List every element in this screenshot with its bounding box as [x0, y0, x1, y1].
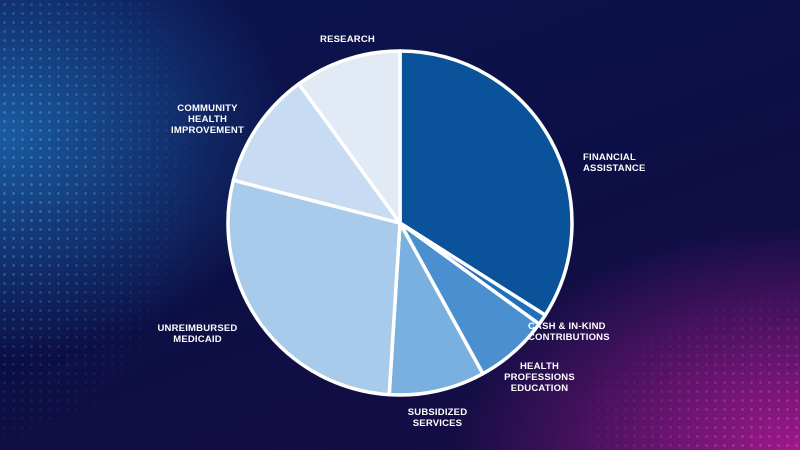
slice-label: RESEARCH — [320, 34, 375, 45]
slice-label: UNREIMBURSED MEDICAID — [157, 323, 238, 345]
pie-slice — [231, 82, 402, 225]
pie-slice — [297, 49, 402, 225]
pie-slice — [387, 221, 485, 397]
slice-label: FINANCIAL ASSISTANCE — [583, 152, 646, 174]
slice-label: COMMUNITY HEALTH IMPROVEMENT — [171, 103, 244, 136]
slice-label: CASH & IN-KIND CONTRIBUTIONS — [528, 321, 610, 343]
slice-label: SUBSIDIZED SERVICES — [407, 407, 468, 429]
slice-label: HEALTH PROFESSIONS EDUCATION — [504, 361, 575, 394]
pie-slice — [226, 178, 402, 397]
